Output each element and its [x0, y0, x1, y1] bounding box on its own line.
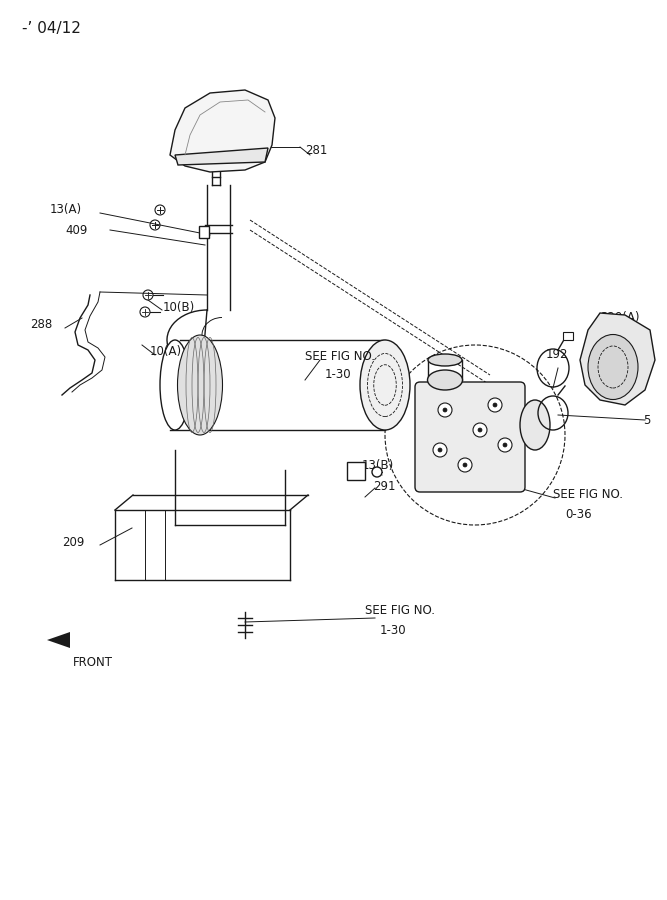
- Bar: [563, 332, 573, 340]
- Ellipse shape: [428, 354, 462, 366]
- Ellipse shape: [428, 370, 462, 390]
- Text: 409: 409: [65, 223, 87, 237]
- Ellipse shape: [588, 335, 638, 400]
- Text: 0-36: 0-36: [565, 508, 592, 521]
- Text: 288: 288: [30, 319, 52, 331]
- Text: FRONT: FRONT: [73, 655, 113, 669]
- Text: 10(A): 10(A): [150, 346, 182, 358]
- Circle shape: [478, 428, 482, 432]
- Ellipse shape: [177, 335, 223, 435]
- Circle shape: [443, 408, 447, 412]
- Circle shape: [433, 443, 447, 457]
- Ellipse shape: [520, 400, 550, 450]
- FancyBboxPatch shape: [415, 382, 525, 492]
- Text: 209: 209: [62, 536, 84, 550]
- Text: 320(A): 320(A): [600, 311, 640, 325]
- Circle shape: [458, 458, 472, 472]
- Text: 192: 192: [546, 348, 568, 362]
- Ellipse shape: [160, 340, 190, 430]
- Text: 5: 5: [643, 413, 650, 427]
- Bar: [199, 226, 209, 238]
- Text: -’ 04/12: -’ 04/12: [22, 21, 81, 35]
- Circle shape: [473, 423, 487, 437]
- Text: 13(A): 13(A): [50, 203, 82, 217]
- Text: 10(B): 10(B): [163, 302, 195, 314]
- Text: SEE FIG NO.: SEE FIG NO.: [365, 604, 435, 617]
- Ellipse shape: [360, 340, 410, 430]
- Circle shape: [438, 448, 442, 452]
- Circle shape: [493, 403, 497, 407]
- Text: 1-30: 1-30: [325, 368, 352, 382]
- Circle shape: [438, 403, 452, 417]
- Circle shape: [498, 438, 512, 452]
- Circle shape: [372, 467, 382, 477]
- Text: 1-30: 1-30: [380, 624, 407, 636]
- Polygon shape: [170, 90, 275, 172]
- Text: 291: 291: [373, 481, 396, 493]
- Polygon shape: [580, 313, 655, 405]
- Text: SEE FIG NO.: SEE FIG NO.: [305, 350, 375, 364]
- Circle shape: [463, 463, 467, 467]
- Polygon shape: [47, 632, 70, 648]
- Polygon shape: [175, 148, 268, 165]
- Circle shape: [488, 398, 502, 412]
- Bar: [347, 462, 365, 480]
- Circle shape: [503, 443, 507, 447]
- Text: 281: 281: [305, 143, 327, 157]
- Text: SEE FIG NO.: SEE FIG NO.: [553, 489, 623, 501]
- Text: 13(B): 13(B): [362, 458, 394, 472]
